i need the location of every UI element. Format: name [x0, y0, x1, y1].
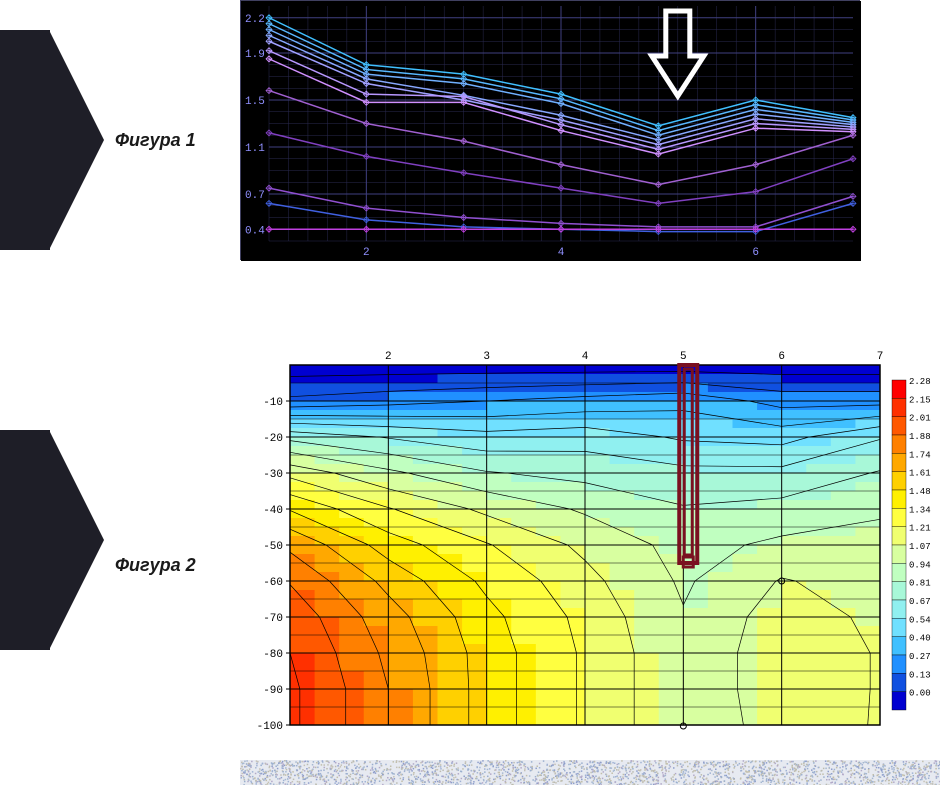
- pointer-shape-2-tip: [49, 430, 104, 650]
- svg-text:0.40: 0.40: [909, 634, 931, 644]
- figure-1-label: Фигура 1: [115, 130, 196, 151]
- svg-text:1.88: 1.88: [909, 432, 931, 442]
- svg-text:-20: -20: [263, 433, 283, 445]
- figure-2-label: Фигура 2: [115, 555, 196, 576]
- svg-text:0.81: 0.81: [909, 579, 931, 589]
- svg-text:0.54: 0.54: [909, 615, 931, 625]
- svg-text:0.7: 0.7: [245, 190, 265, 202]
- svg-text:1.74: 1.74: [909, 450, 931, 460]
- svg-text:1.21: 1.21: [909, 524, 931, 534]
- svg-text:1.61: 1.61: [909, 469, 931, 479]
- svg-text:3: 3: [483, 351, 490, 363]
- svg-text:0.13: 0.13: [909, 670, 931, 680]
- svg-text:2.2: 2.2: [245, 14, 265, 26]
- svg-text:-50: -50: [263, 541, 283, 553]
- contour-heatmap: 2 3 4 5 6 7 -10 -20 -30 -40 -50 -60 -70 -80 -90 -100 2.2…: [240, 345, 940, 735]
- svg-text:2.15: 2.15: [909, 395, 931, 405]
- svg-text:7: 7: [877, 351, 884, 363]
- svg-text:1.5: 1.5: [245, 96, 265, 108]
- svg-text:-40: -40: [263, 505, 283, 517]
- svg-text:4: 4: [582, 351, 589, 363]
- svg-text:-90: -90: [263, 685, 283, 697]
- pointer-shape-1: [0, 30, 50, 250]
- line-chart: 2 4 6 0.4 0.7 1.1 1.5 1.9 2.2: [240, 0, 860, 260]
- svg-text:0.94: 0.94: [909, 560, 931, 570]
- svg-text:2: 2: [363, 247, 370, 259]
- svg-text:1.34: 1.34: [909, 505, 931, 515]
- svg-text:2.28: 2.28: [909, 377, 931, 387]
- svg-text:1.48: 1.48: [909, 487, 931, 497]
- svg-text:-60: -60: [263, 577, 283, 589]
- svg-text:-70: -70: [263, 613, 283, 625]
- svg-text:1.9: 1.9: [245, 49, 265, 61]
- svg-text:-80: -80: [263, 649, 283, 661]
- svg-text:-10: -10: [263, 397, 283, 409]
- svg-text:4: 4: [558, 247, 565, 259]
- svg-text:-30: -30: [263, 469, 283, 481]
- svg-text:1.07: 1.07: [909, 542, 931, 552]
- svg-text:0.27: 0.27: [909, 652, 931, 662]
- pointer-shape-2: [0, 430, 50, 650]
- noise-strip: [240, 760, 940, 785]
- svg-text:2.01: 2.01: [909, 414, 931, 424]
- pointer-shape-1-tip: [49, 30, 104, 250]
- svg-text:0.00: 0.00: [909, 689, 931, 699]
- svg-text:6: 6: [752, 247, 759, 259]
- svg-text:2: 2: [385, 351, 392, 363]
- svg-text:1.1: 1.1: [245, 143, 265, 155]
- svg-text:-100: -100: [257, 721, 283, 733]
- svg-text:5: 5: [680, 351, 687, 363]
- svg-text:0.4: 0.4: [245, 225, 265, 237]
- svg-text:6: 6: [778, 351, 785, 363]
- svg-text:0.67: 0.67: [909, 597, 931, 607]
